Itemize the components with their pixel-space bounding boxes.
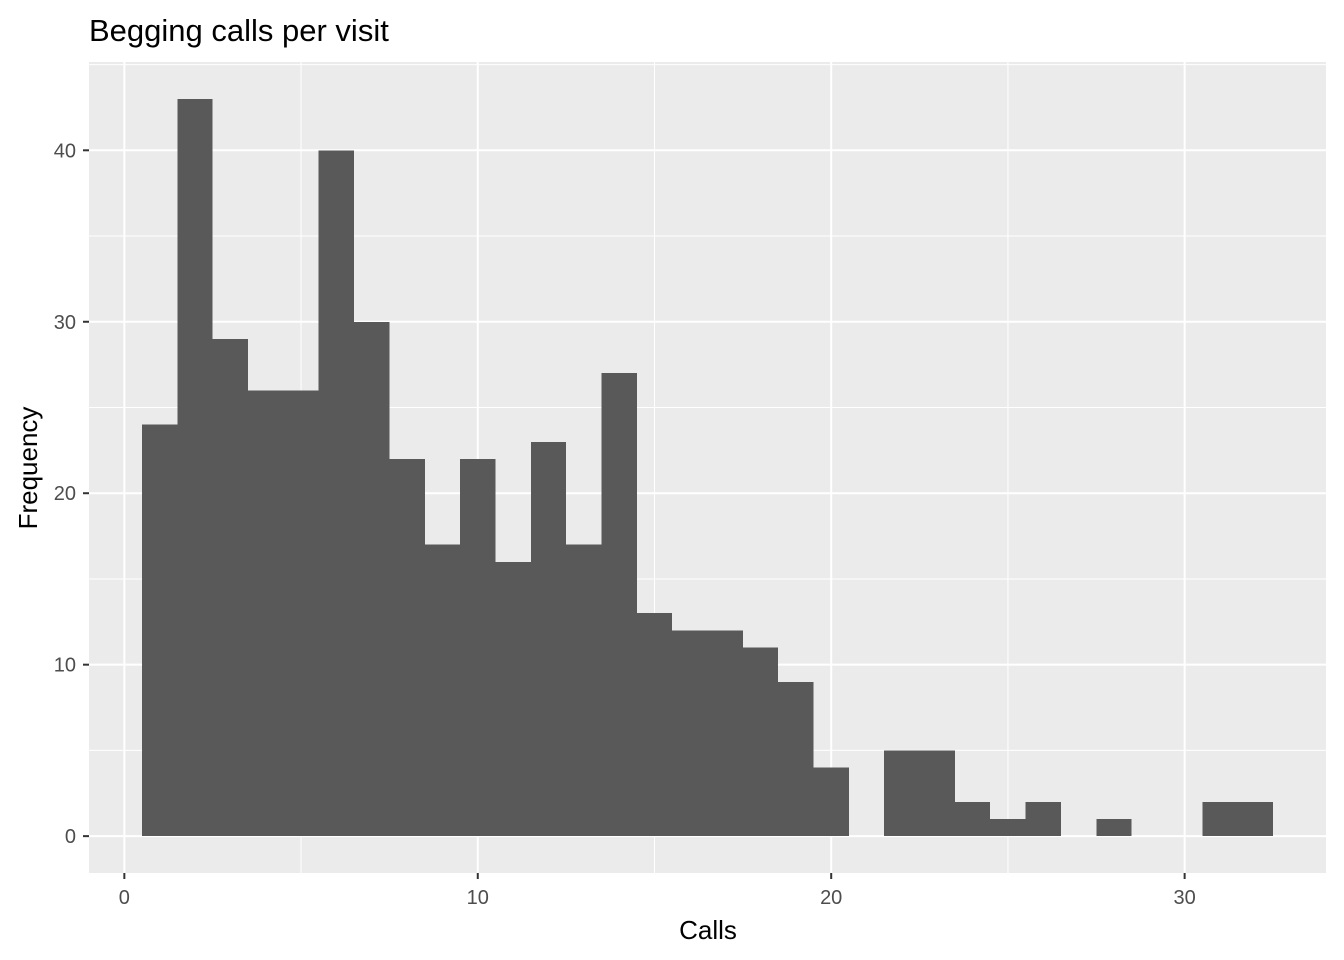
bars — [142, 98, 1273, 837]
histogram-bar — [318, 150, 355, 837]
histogram-bar — [672, 630, 708, 837]
histogram-bar — [212, 338, 249, 837]
histogram-bar — [424, 544, 461, 837]
histogram-bar — [283, 390, 319, 837]
histogram-bar — [884, 750, 920, 837]
histogram-bar — [954, 801, 991, 837]
histogram-bar — [248, 390, 284, 837]
histogram-bar — [1096, 818, 1132, 837]
y-tick-label: 0 — [65, 826, 76, 848]
histogram-bar — [389, 458, 425, 837]
histogram-bar — [354, 321, 390, 837]
x-axis-ticks: 0 10 20 30 — [119, 873, 1196, 909]
x-tick-label: 10 — [467, 887, 489, 909]
y-tick-label: 20 — [54, 483, 76, 505]
histogram-bar — [707, 630, 743, 837]
y-tick-label: 10 — [54, 655, 76, 677]
y-tick-label: 30 — [54, 312, 76, 334]
chart-title: Begging calls per visit — [89, 13, 389, 48]
x-tick-label: 30 — [1174, 887, 1196, 909]
y-axis-ticks: 0 10 20 30 40 — [54, 140, 89, 848]
x-axis-title: Calls — [679, 915, 737, 945]
histogram-bar — [813, 767, 849, 837]
histogram-bar — [1202, 801, 1238, 837]
histogram-bar — [742, 647, 779, 837]
y-axis-title: Frequency — [13, 407, 43, 530]
histogram-bar — [460, 458, 496, 837]
histogram-bar — [1025, 801, 1061, 837]
histogram-bar — [566, 544, 602, 837]
histogram-bar — [530, 441, 567, 837]
histogram-bar — [1237, 801, 1273, 837]
histogram-bar — [601, 373, 637, 837]
histogram-bar — [495, 561, 531, 837]
histogram-bar — [177, 98, 213, 837]
histogram-bar — [919, 750, 955, 837]
histogram-bar — [142, 424, 178, 837]
x-tick-label: 0 — [119, 887, 130, 909]
histogram-bar — [990, 818, 1026, 837]
x-tick-label: 20 — [820, 887, 842, 909]
y-tick-label: 40 — [54, 140, 76, 162]
histogram-bar — [778, 681, 814, 837]
histogram-bar — [636, 613, 673, 837]
